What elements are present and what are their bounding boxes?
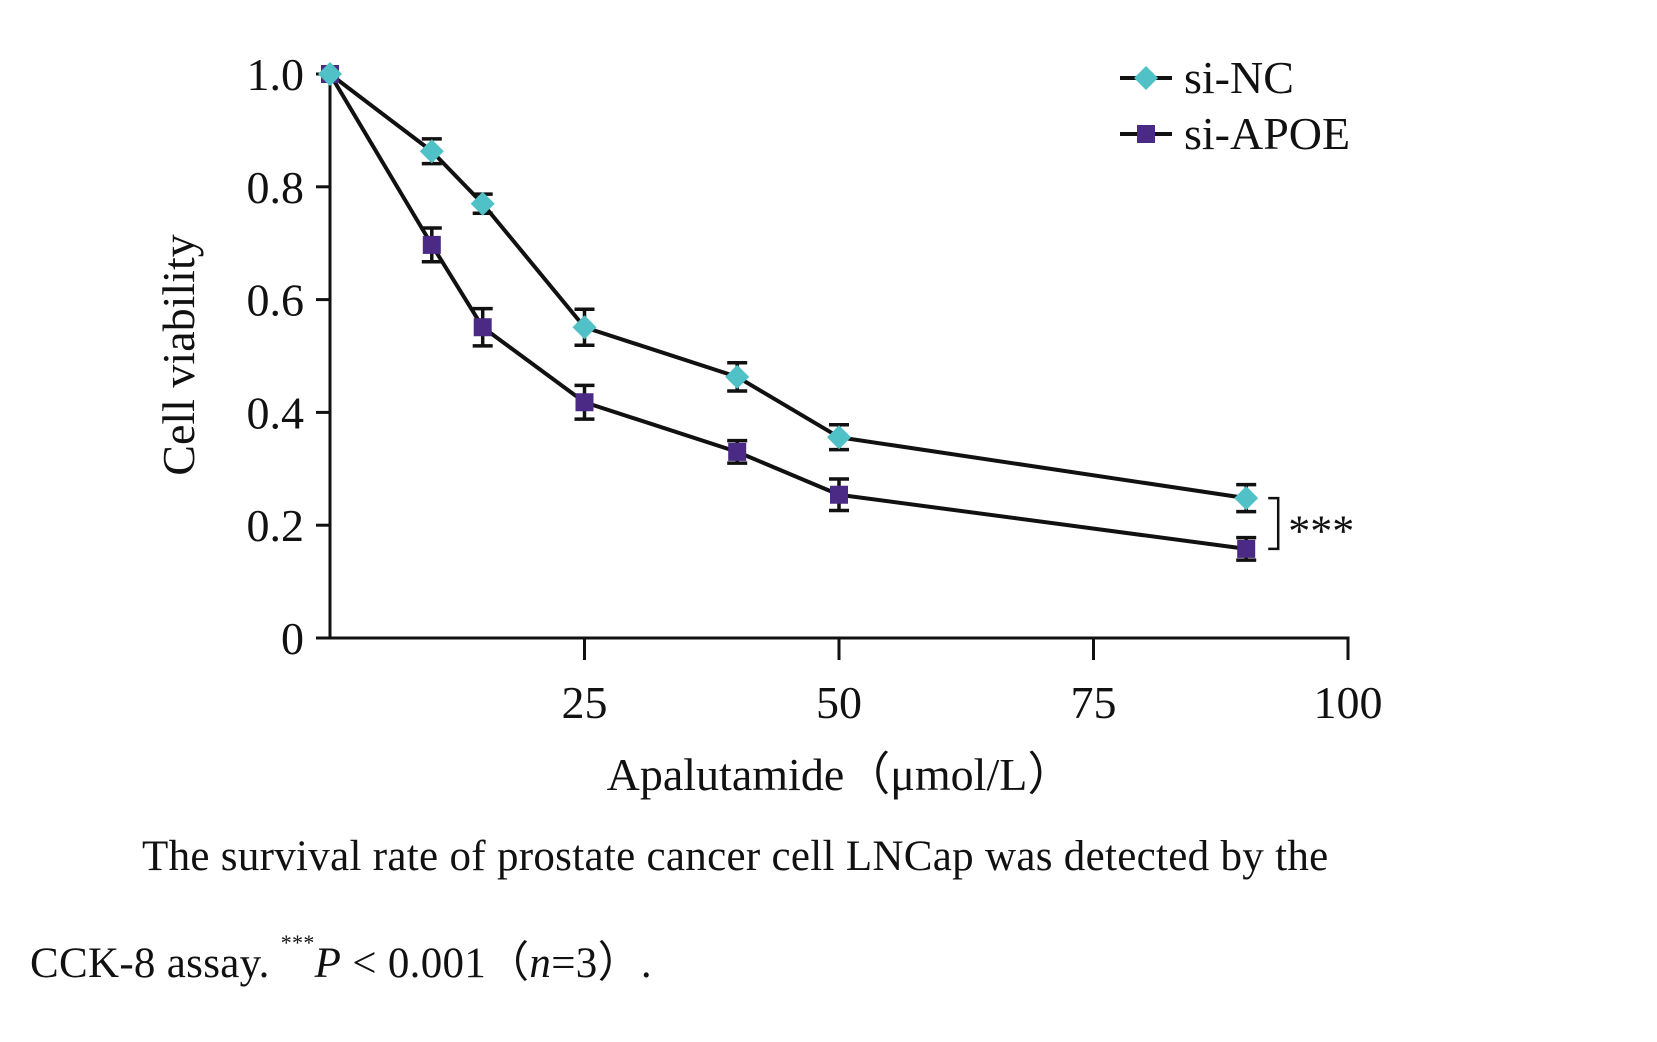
axes: 0 0.2 0.4 0.6 0.8 1.0 25 50 75 100 Apalutamide（μmo… [153, 49, 1383, 800]
data-point [827, 425, 851, 450]
caption-n-symbol: n [529, 940, 552, 987]
markers-si-APOE [321, 65, 1256, 558]
series-line [328, 72, 1247, 501]
annotations: *** [1268, 496, 1354, 556]
data-point [422, 235, 441, 254]
series-si-APOE [328, 72, 1257, 562]
data-point [1237, 539, 1256, 558]
series-si-NC [328, 72, 1257, 514]
data-point [830, 485, 848, 504]
y-axis-label: Cell viability [153, 234, 204, 475]
y-tick-label: 0.8 [247, 162, 305, 213]
legend-marker [1137, 125, 1155, 143]
caption-prefix: CCK-8 assay. [30, 940, 281, 987]
data-point [1234, 486, 1259, 511]
figure-caption-line-1: The survival rate of prostate cancer cel… [142, 833, 1329, 880]
figure-caption-line-2: CCK-8 assay. ***P < 0.001（n=3）. [30, 928, 652, 990]
caption-n-value: =3）. [551, 940, 652, 987]
legend-item: si-APOE [1120, 108, 1350, 159]
data-point [470, 191, 495, 216]
x-tick-label: 50 [816, 677, 862, 728]
y-tick-label: 1.0 [247, 49, 305, 100]
caption-significance-marker: *** [280, 930, 315, 955]
x-tick-label: 75 [1071, 677, 1117, 728]
data-point [473, 318, 492, 337]
x-axis-label: Apalutamide（μmol/L） [607, 749, 1074, 800]
x-tick-label: 25 [562, 677, 608, 728]
legend-label: si-NC [1184, 52, 1294, 103]
significance-label: *** [1288, 507, 1354, 556]
markers-si-NC [318, 62, 1259, 511]
caption-p-value: < 0.001（ [341, 940, 530, 987]
legend-label: si-APOE [1184, 108, 1350, 159]
series-layer [318, 62, 1259, 562]
legend-marker [1134, 66, 1158, 90]
line-chart: 0 0.2 0.4 0.6 0.8 1.0 25 50 75 100 Apalutamide（μmo… [153, 49, 1383, 800]
data-point [572, 315, 597, 340]
data-point [725, 364, 750, 389]
legend-item: si-NC [1120, 52, 1294, 103]
significance-bracket [1268, 496, 1280, 551]
data-point [419, 139, 444, 164]
y-tick-label: 0.6 [247, 275, 305, 326]
data-point [318, 62, 342, 86]
caption-p-symbol: P [314, 940, 342, 987]
y-tick-label: 0 [281, 613, 304, 664]
data-point [728, 442, 747, 461]
y-tick-label: 0.2 [247, 500, 305, 551]
y-tick-label: 0.4 [247, 387, 305, 438]
x-tick-label: 100 [1314, 677, 1383, 728]
data-point [575, 393, 594, 412]
